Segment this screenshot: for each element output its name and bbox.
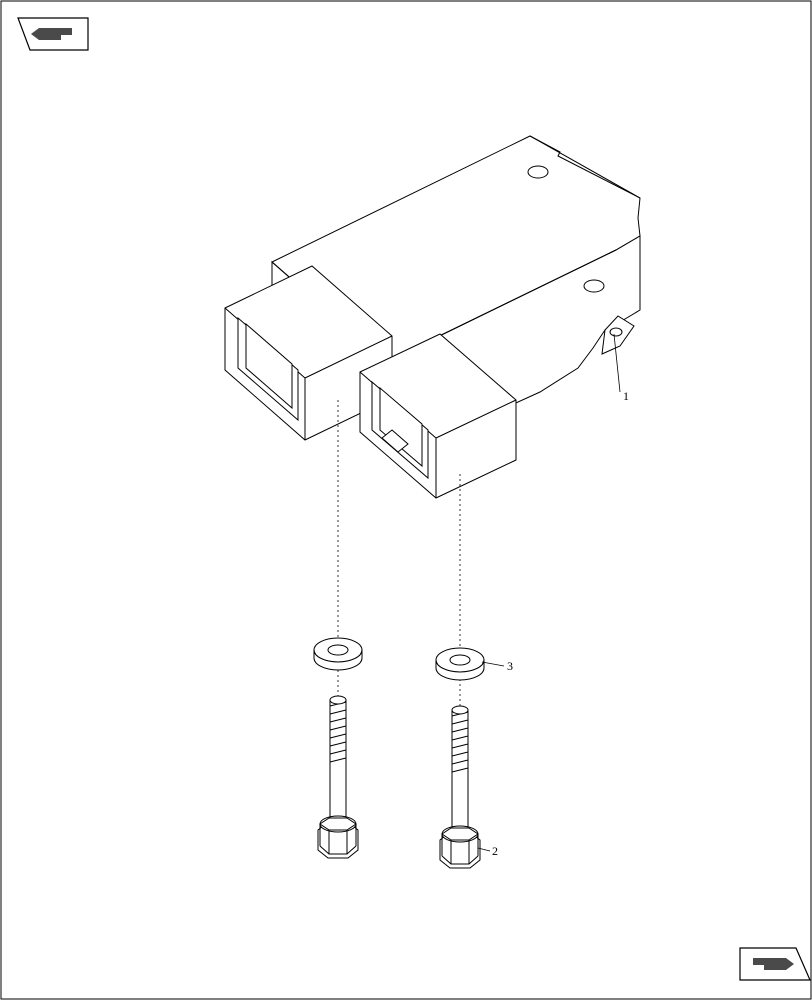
hex-bolt-right [440, 706, 480, 868]
callout-label-1: 1 [623, 389, 629, 403]
ecu-module [225, 136, 640, 498]
hex-bolt-left [318, 696, 358, 858]
nav-next-button[interactable] [740, 948, 810, 980]
nav-prev-button[interactable] [18, 18, 88, 50]
callout-label-3: 3 [507, 659, 513, 673]
callout-label-2: 2 [492, 844, 498, 858]
page-border [1, 1, 811, 999]
leader-line-3 [482, 662, 504, 666]
washer-left [314, 638, 362, 670]
washer-right [436, 648, 484, 680]
diagram-canvas: 1 3 [0, 0, 812, 1000]
